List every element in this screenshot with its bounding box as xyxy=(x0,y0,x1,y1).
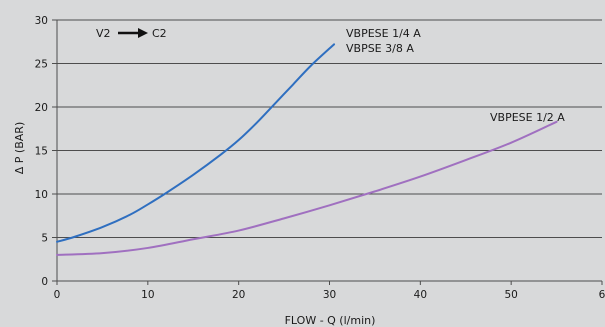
series-label-vbpse-3-8-a: VBPSE 3/8 A xyxy=(346,42,414,55)
x-tick-50: 50 xyxy=(504,289,517,301)
x-axis-label: FLOW - Q (l/min) xyxy=(285,314,376,327)
annotation-from: V2 xyxy=(96,27,111,40)
axes xyxy=(52,19,603,285)
x-tick-30: 30 xyxy=(323,289,336,301)
grid-lines xyxy=(57,19,602,282)
y-tick-5: 5 xyxy=(41,233,48,245)
x-tick-6: 6 xyxy=(599,289,605,301)
y-tick-30: 30 xyxy=(35,15,48,27)
y-tick-20: 20 xyxy=(35,102,48,114)
x-tick-40: 40 xyxy=(414,289,427,301)
x-tick-0: 0 xyxy=(54,289,61,301)
series-line-0 xyxy=(56,43,336,243)
y-tick-10: 10 xyxy=(35,189,48,201)
y-tick-labels: 0 5 10 15 20 25 30 xyxy=(35,15,48,288)
y-tick-25: 25 xyxy=(35,59,48,71)
series-line-1 xyxy=(56,120,558,256)
x-tick-10: 10 xyxy=(141,289,154,301)
data-series xyxy=(56,43,558,256)
x-tick-20: 20 xyxy=(232,289,245,301)
x-tick-labels: 0 10 20 30 40 50 6 xyxy=(54,289,605,301)
arrow-right-icon xyxy=(118,28,148,38)
flow-direction-annotation: V2 C2 xyxy=(96,27,167,40)
y-tick-0: 0 xyxy=(41,276,48,288)
series-label-vbpese-1-2-a: VBPESE 1/2 A xyxy=(490,111,565,124)
y-tick-15: 15 xyxy=(35,146,48,158)
series-label-vbpese-1-4-a: VBPESE 1/4 A xyxy=(346,27,421,40)
y-axis-label: Δ P (BAR) xyxy=(13,122,26,174)
annotation-to: C2 xyxy=(152,27,167,40)
